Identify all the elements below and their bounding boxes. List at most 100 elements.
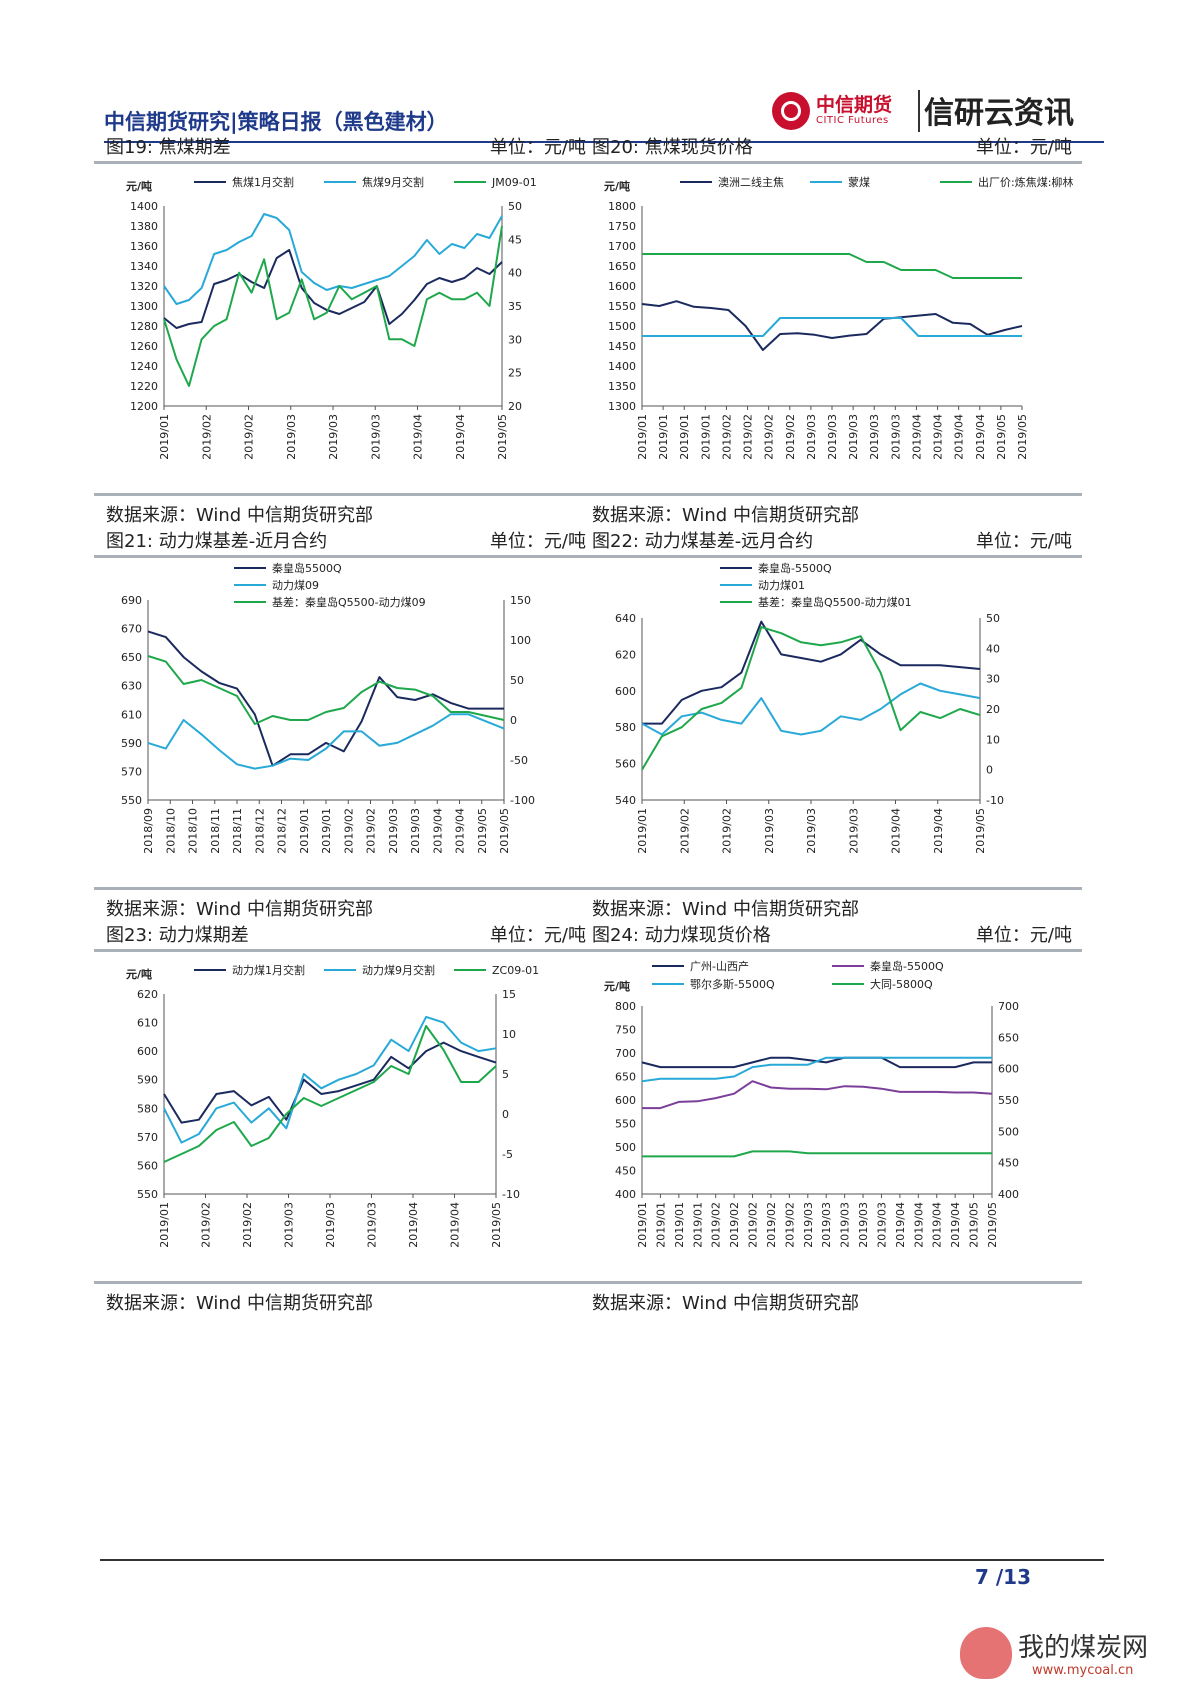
- y-tick-label: 650: [615, 1071, 636, 1084]
- series-line: [641, 1056, 992, 1069]
- figure-unit: 单位：元/吨: [489, 531, 586, 552]
- figure-22-chart: 540 560 580 600 620 640 -10 0 10 20 30 40 50 2019/01 2…: [615, 561, 1004, 854]
- figure-title: 图22: 动力煤基差-远月合约: [592, 531, 814, 552]
- y-tick-label: 1800: [608, 200, 636, 213]
- y2-tick-label: 5: [502, 1068, 509, 1081]
- x-tick-label: 2019/03: [868, 414, 881, 460]
- x-tick-label: 2019/02: [200, 414, 213, 460]
- y2-tick-label: 0: [986, 764, 993, 777]
- x-tick-label: 2019/02: [678, 808, 691, 854]
- y2-tick-label: -100: [510, 794, 535, 807]
- watermark-name: 我的煤炭网: [1018, 1633, 1149, 1663]
- y2-tick-label: 400: [998, 1188, 1019, 1201]
- y2-tick-label: 50: [986, 612, 1000, 625]
- y2-tick-label: 500: [998, 1125, 1019, 1138]
- x-tick-label: 2019/04: [912, 1202, 925, 1248]
- y-tick-label: 560: [615, 758, 636, 771]
- y-tick-label: 620: [137, 988, 158, 1001]
- x-tick-label: 2019/05: [476, 808, 489, 854]
- x-tick-label: 2019/04: [932, 808, 945, 854]
- figure-source: 数据来源：Wind 中信期货研究部: [592, 899, 859, 920]
- figure-source: 数据来源：Wind 中信期货研究部: [592, 505, 859, 526]
- x-tick-label: 2019/02: [710, 1202, 723, 1248]
- figure-top-rule: [580, 555, 1082, 558]
- legend-label: 动力煤1月交割: [232, 963, 305, 977]
- y-tick-label: 1380: [130, 220, 158, 233]
- x-tick-label: 2018/11: [209, 808, 222, 854]
- y2-tick-label: 10: [986, 733, 1000, 746]
- legend-label: 基差：秦皇岛Q5500-动力煤01: [758, 595, 912, 609]
- x-tick-label: 2019/03: [875, 1202, 888, 1248]
- y-tick-label: 1300: [608, 400, 636, 413]
- legend-label: 蒙煤: [848, 176, 870, 189]
- y2-tick-label: 600: [998, 1063, 1019, 1076]
- series-line: [163, 1025, 497, 1163]
- x-tick-label: 2019/02: [200, 1202, 213, 1248]
- y2-tick-label: 650: [998, 1031, 1019, 1044]
- x-tick-label: 2019/04: [890, 808, 903, 854]
- y-tick-label: 600: [615, 685, 636, 698]
- y-tick-label: 450: [615, 1165, 636, 1178]
- x-tick-label: 2019/03: [839, 1202, 852, 1248]
- legend-label: 秦皇岛-5500Q: [870, 959, 944, 973]
- x-tick-label: 2019/03: [283, 1202, 296, 1248]
- figure-bottom-rule: [94, 1281, 596, 1284]
- legend-label: 秦皇岛-5500Q: [758, 561, 832, 575]
- figure-bottom-rule: [580, 887, 1082, 890]
- legend-label: JM09-01: [491, 176, 537, 189]
- x-tick-label: 2019/05: [496, 414, 509, 460]
- x-tick-label: 2019/02: [365, 808, 378, 854]
- x-tick-label: 2019/03: [826, 414, 839, 460]
- logo-en: CITIC Futures: [816, 115, 889, 126]
- x-tick-label: 2019/02: [243, 414, 256, 460]
- y-tick-label: 1700: [608, 240, 636, 253]
- x-tick-label: 2019/03: [285, 414, 298, 460]
- x-tick-label: 2019/03: [847, 808, 860, 854]
- figure-20-chart: 1300 1350 1400 1450 1500 1550 1600 1650 1700 1750…: [604, 175, 1073, 460]
- legend-label: 焦煤9月交割: [362, 175, 424, 189]
- figure-bottom-rule: [94, 493, 596, 496]
- y-tick-label: 570: [137, 1131, 158, 1144]
- legend-label: 澳洲二线主焦: [718, 175, 784, 189]
- figure-top-rule: [94, 555, 596, 558]
- y2-tick-label: 40: [986, 642, 1000, 655]
- series-line: [163, 1041, 497, 1124]
- figure-top-rule: [94, 161, 596, 164]
- x-tick-label: 2018/12: [253, 808, 266, 854]
- figure-21-panel: 图21: 动力煤基差-近月合约 单位：元/吨 550 570 590 610 630 65…: [94, 527, 596, 920]
- y-unit-label: 元/吨: [604, 979, 630, 993]
- figure-top-rule: [580, 949, 1082, 952]
- y2-tick-label: 40: [508, 267, 522, 280]
- x-tick-label: 2019/01: [636, 808, 649, 854]
- y2-tick-label: 20: [508, 400, 522, 413]
- x-tick-label: 2019/04: [454, 414, 467, 460]
- y2-tick-label: 15: [502, 988, 516, 1001]
- x-tick-label: 2019/01: [691, 1202, 704, 1248]
- x-tick-label: 2019/02: [747, 1202, 760, 1248]
- x-tick-label: 2019/04: [449, 1202, 462, 1248]
- x-tick-label: 2018/10: [164, 808, 177, 854]
- logo-cn: 中信期货: [816, 94, 893, 116]
- figure-unit: 单位：元/吨: [489, 925, 586, 946]
- series-line: [641, 626, 981, 771]
- x-tick-label: 2019/04: [949, 1202, 962, 1248]
- y2-tick-label: -50: [510, 754, 528, 767]
- logo-separator: [918, 90, 920, 132]
- x-tick-label: 2019/03: [369, 414, 382, 460]
- y-unit-label: 元/吨: [604, 179, 630, 193]
- series-line: [641, 1056, 992, 1083]
- y-tick-label: 1320: [130, 280, 158, 293]
- x-tick-label: 2019/01: [158, 414, 171, 460]
- x-tick-label: 2019/01: [673, 1202, 686, 1248]
- watermark-url: www.mycoal.cn: [1032, 1663, 1134, 1678]
- x-tick-label: 2019/01: [654, 1202, 667, 1248]
- x-tick-label: 2019/03: [327, 414, 340, 460]
- y2-tick-label: 0: [510, 714, 517, 727]
- x-tick-label: 2019/03: [805, 414, 818, 460]
- x-tick-label: 2019/02: [728, 1202, 741, 1248]
- x-tick-label: 2019/01: [636, 1202, 649, 1248]
- x-tick-label: 2019/04: [431, 808, 444, 854]
- y-tick-label: 590: [137, 1074, 158, 1087]
- legend-label: 基差：秦皇岛Q5500-动力煤09: [272, 595, 426, 609]
- x-tick-label: 2019/05: [995, 414, 1008, 460]
